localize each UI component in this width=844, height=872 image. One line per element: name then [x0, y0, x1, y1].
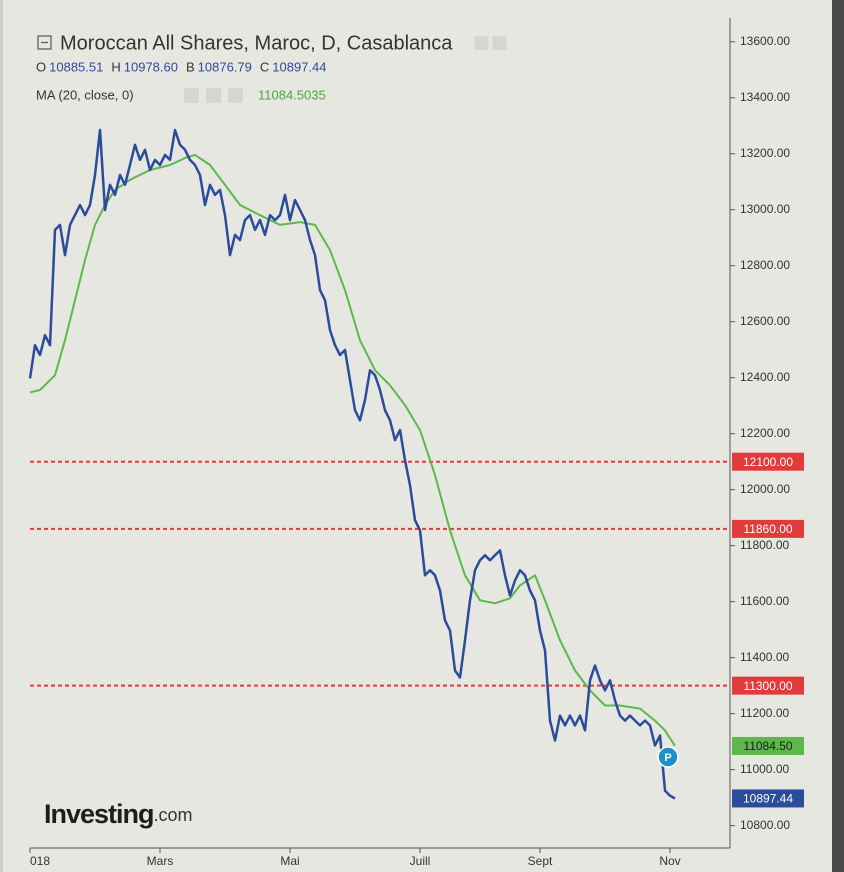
y-tick-label: 11600.00 — [740, 594, 789, 608]
reference-tag-label: 11300.00 — [743, 679, 792, 693]
y-tick-label: 13600.00 — [740, 34, 790, 48]
last-value-tag — [732, 789, 804, 808]
header: Moroccan All Shares, Maroc, D, Casablanc… — [36, 32, 453, 103]
y-tick-label: 12000.00 — [740, 482, 790, 496]
series-line — [29, 153, 676, 747]
reference-tag-label: 11860.00 — [743, 522, 792, 536]
last-value-label: 10897.44 — [743, 792, 793, 806]
y-tick-label: 13200.00 — [740, 146, 790, 160]
y-tick-label: 11800.00 — [740, 538, 789, 552]
y-tick-label: 11200.00 — [740, 706, 789, 720]
ohlc-value: 10876.79 — [198, 59, 252, 74]
ohlc-value: 10978.60 — [124, 59, 178, 74]
x-tick-label: Mars — [147, 854, 174, 868]
series-line — [28, 128, 676, 800]
y-tick-label: 13400.00 — [740, 90, 790, 104]
reference-tag-label: 12100.00 — [743, 455, 793, 469]
ma-legend-value: 11084.5035 — [258, 87, 326, 102]
watermark: Investing.com — [44, 799, 193, 829]
x-tick-label: 018 — [30, 854, 50, 868]
y-tick-label: 10800.00 — [740, 818, 790, 832]
ohlc-key: C — [260, 59, 269, 74]
window-edge — [832, 0, 844, 872]
x-tick-label: Juill — [410, 854, 431, 868]
chart-title: Moroccan All Shares, Maroc, D, Casablanc… — [60, 32, 453, 54]
y-tick-label: 12400.00 — [740, 370, 790, 384]
ohlc-key: H — [111, 59, 120, 74]
collapse-icon[interactable] — [37, 35, 52, 50]
y-tick-label: 13000.00 — [740, 202, 790, 216]
watermark-main: Investing.com — [44, 799, 193, 829]
x-tick-label: Mai — [280, 854, 299, 868]
ma-legend-name: MA (20, close, 0) — [36, 87, 134, 102]
badge-label: P — [664, 752, 671, 764]
title-eye-icon[interactable] — [474, 36, 489, 50]
last-value-tag — [732, 736, 804, 755]
title-settings-icon[interactable] — [492, 36, 507, 50]
reference-tag — [732, 676, 804, 695]
reference-tag — [732, 452, 804, 471]
reference-tag — [732, 519, 804, 538]
ohlc-legend: O 10885.51 H 10978.60 B 10876.79 C 10897.44 — [36, 59, 327, 74]
y-tick-label: 11000.00 — [740, 762, 789, 776]
badge[interactable] — [657, 746, 679, 768]
plot — [28, 128, 730, 800]
x-tick-label: Nov — [659, 854, 680, 868]
x-tick-label: Sept — [528, 854, 553, 868]
window-edge-left — [0, 0, 3, 872]
ohlc-value: 10885.51 — [49, 59, 103, 74]
y-tick-label: 12600.00 — [740, 314, 790, 328]
ohlc-key: B — [186, 59, 195, 74]
ma-close-icon[interactable] — [228, 88, 243, 103]
ma-settings-icon[interactable] — [206, 88, 221, 103]
last-value-label: 11084.50 — [743, 739, 792, 753]
y-tick-label: 11400.00 — [740, 650, 789, 664]
y-tick-label: 12800.00 — [740, 258, 790, 272]
ohlc-value: 10897.44 — [272, 59, 326, 74]
y-tick-label: 12200.00 — [740, 426, 790, 440]
ohlc-key: O — [36, 59, 46, 74]
ma-eye-icon[interactable] — [184, 88, 199, 103]
